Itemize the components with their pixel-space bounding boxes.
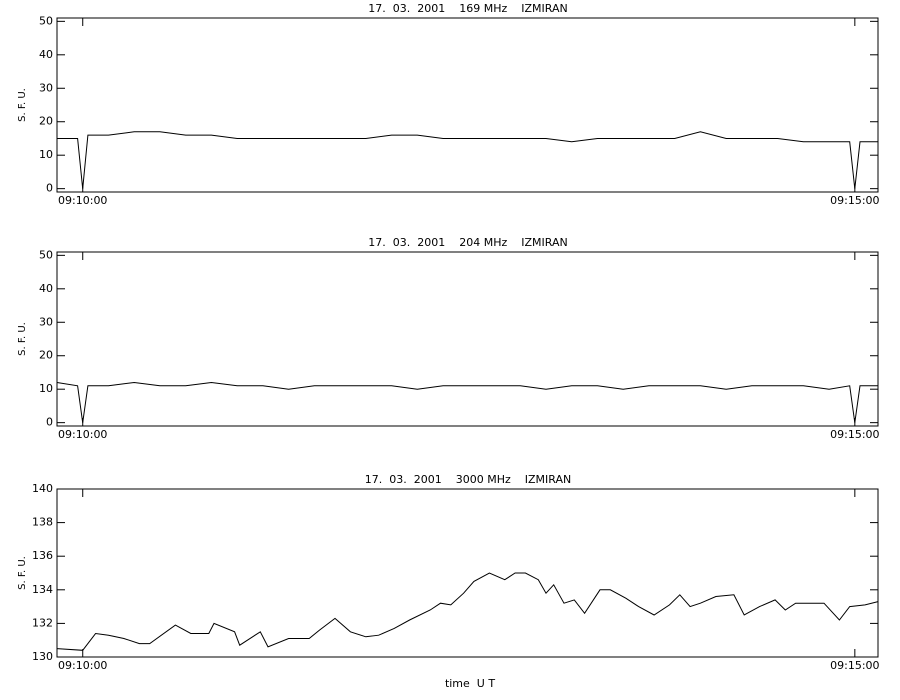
y-tick-label: 0	[46, 416, 53, 429]
y-tick-label: 30	[39, 81, 53, 94]
plot-frame	[56, 251, 879, 427]
plot-frame	[56, 17, 879, 193]
y-tick-label: 140	[32, 482, 53, 495]
x-tick-label: 09:10:00	[58, 428, 107, 441]
y-tick-label: 40	[39, 48, 53, 61]
y-tick-label: 138	[32, 516, 53, 529]
y-tick-label: 50	[39, 14, 53, 27]
y-tick-label: 134	[32, 583, 53, 596]
y-tick-label: 130	[32, 650, 53, 663]
plot-frame	[56, 488, 879, 658]
y-tick-label: 132	[32, 616, 53, 629]
chart-title: 17. 03. 2001 3000 MHz IZMIRAN	[365, 473, 571, 486]
x-tick-label: 09:15:00	[830, 659, 879, 672]
y-tick-label: 30	[39, 315, 53, 328]
y-tick-label: 10	[39, 148, 53, 161]
y-axis-label: S. F. U.	[17, 556, 28, 590]
chart-title: 17. 03. 2001 169 MHz IZMIRAN	[368, 2, 567, 15]
data-line	[57, 131, 878, 189]
y-tick-label: 50	[39, 248, 53, 261]
y-tick-label: 40	[39, 282, 53, 295]
x-axis-label: time U T	[445, 677, 495, 690]
y-tick-label: 136	[32, 549, 53, 562]
x-tick-label: 09:15:00	[830, 194, 879, 207]
x-tick-label: 09:10:00	[58, 659, 107, 672]
x-tick-label: 09:15:00	[830, 428, 879, 441]
data-line	[56, 572, 879, 651]
x-tick-label: 09:10:00	[58, 194, 107, 207]
y-axis-label: S. F. U.	[17, 88, 28, 122]
y-tick-label: 0	[46, 182, 53, 195]
y-axis-label: S. F. U.	[17, 322, 28, 356]
chart-title: 17. 03. 2001 204 MHz IZMIRAN	[368, 236, 567, 249]
y-tick-label: 20	[39, 349, 53, 362]
data-line	[56, 381, 878, 423]
y-tick-label: 10	[39, 382, 53, 395]
y-tick-label: 20	[39, 115, 53, 128]
